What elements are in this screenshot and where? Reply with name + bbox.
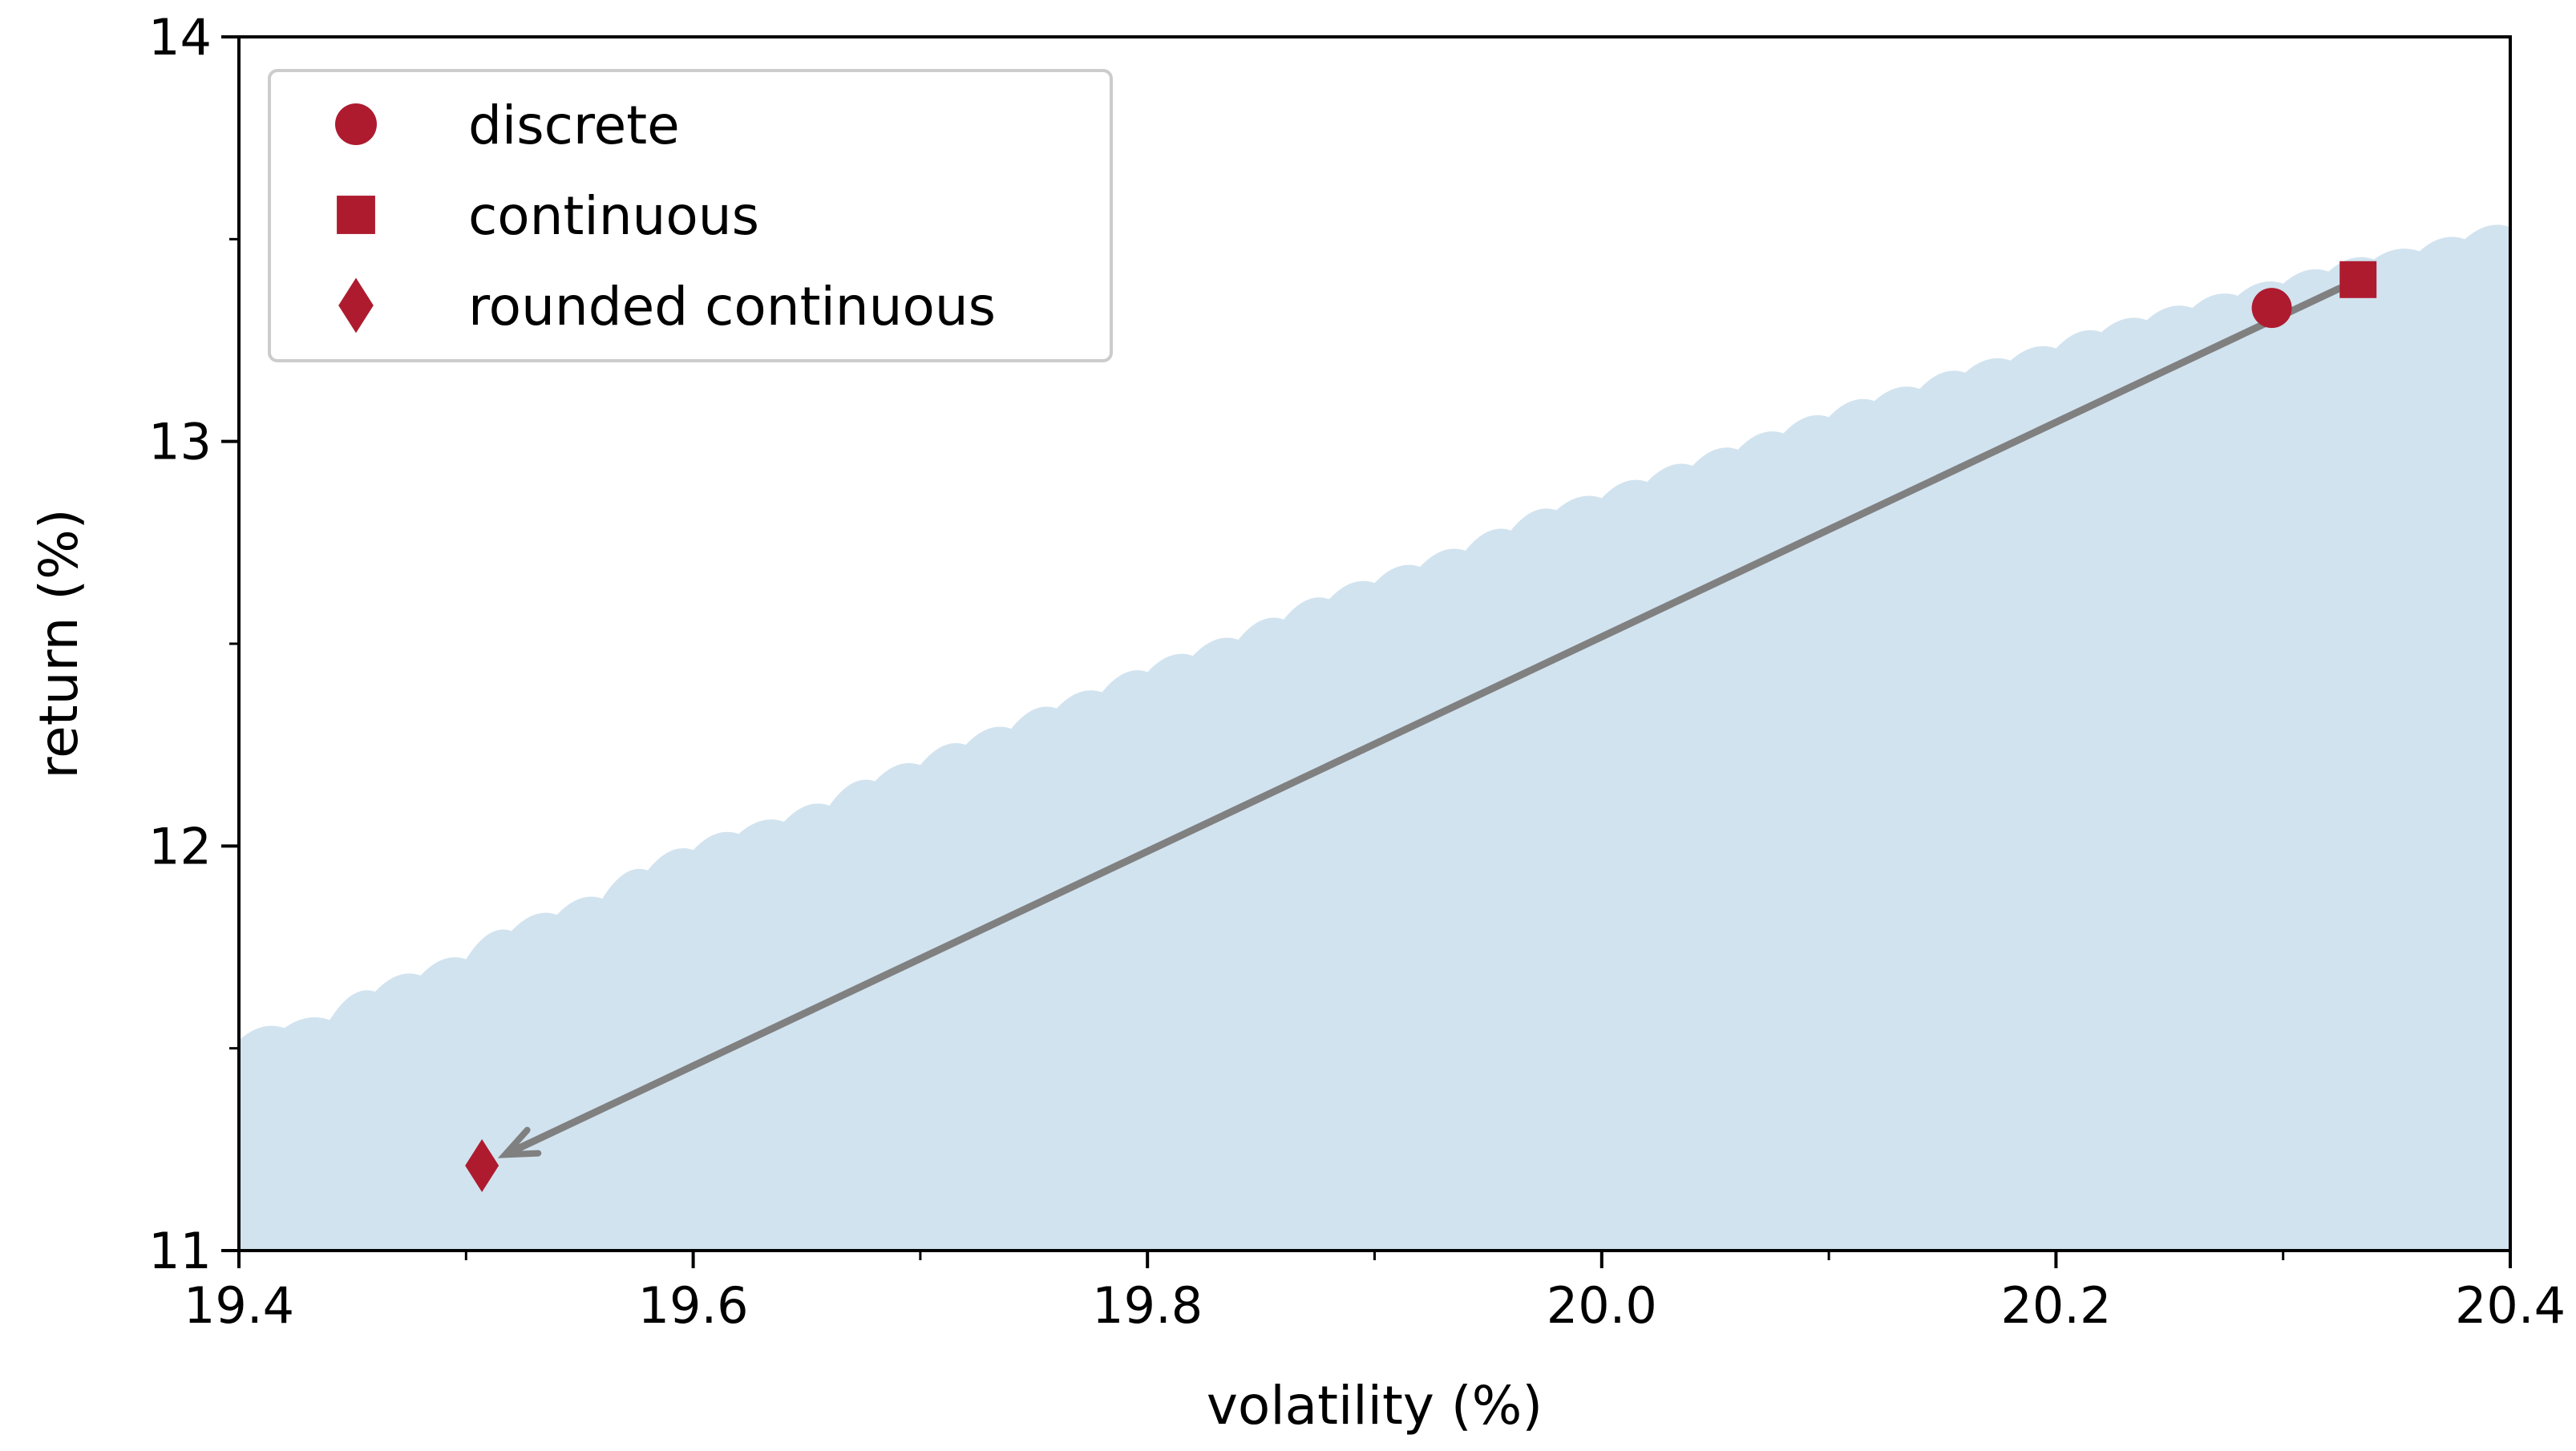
data-point-rounded-continuous <box>465 1139 499 1193</box>
legend-marker-discrete <box>335 103 377 145</box>
x-tick-label: 19.8 <box>1092 1276 1203 1335</box>
legend-marker-rounded-continuous <box>338 277 374 333</box>
data-point-discrete <box>2251 288 2292 329</box>
x-tick-label: 19.4 <box>184 1276 294 1335</box>
x-tick-label: 19.6 <box>638 1276 749 1335</box>
x-axis-title: volatility (%) <box>1207 1375 1543 1437</box>
legend: discrete continuous rounded continuous <box>268 69 1113 362</box>
legend-box <box>268 69 1113 362</box>
x-axis: 19.4 19.6 19.8 20.0 20.2 20.4 <box>184 1251 2566 1335</box>
legend-marker-continuous <box>337 196 375 234</box>
y-tick-label: 13 <box>148 413 212 471</box>
arrow-layer <box>497 285 2343 1158</box>
y-tick-label: 12 <box>148 817 212 875</box>
y-tick-label: 11 <box>148 1222 212 1280</box>
x-tick-label: 20.0 <box>1547 1276 1657 1335</box>
data-point-continuous <box>2339 261 2377 298</box>
y-tick-label: 14 <box>148 8 212 67</box>
arrow-shaft <box>508 285 2343 1155</box>
legend-label-continuous: continuous <box>468 185 759 247</box>
x-tick-label: 20.2 <box>2000 1276 2111 1335</box>
x-tick-label: 20.4 <box>2455 1276 2566 1335</box>
legend-label-rounded-continuous: rounded continuous <box>468 276 996 337</box>
marker-layer <box>465 261 2377 1193</box>
y-axis-title: return (%) <box>28 509 90 779</box>
arrow-head <box>497 1126 542 1158</box>
y-axis: 11 12 13 14 <box>148 8 239 1280</box>
legend-label-discrete: discrete <box>468 95 680 156</box>
feasible-region-area <box>239 224 2510 1251</box>
